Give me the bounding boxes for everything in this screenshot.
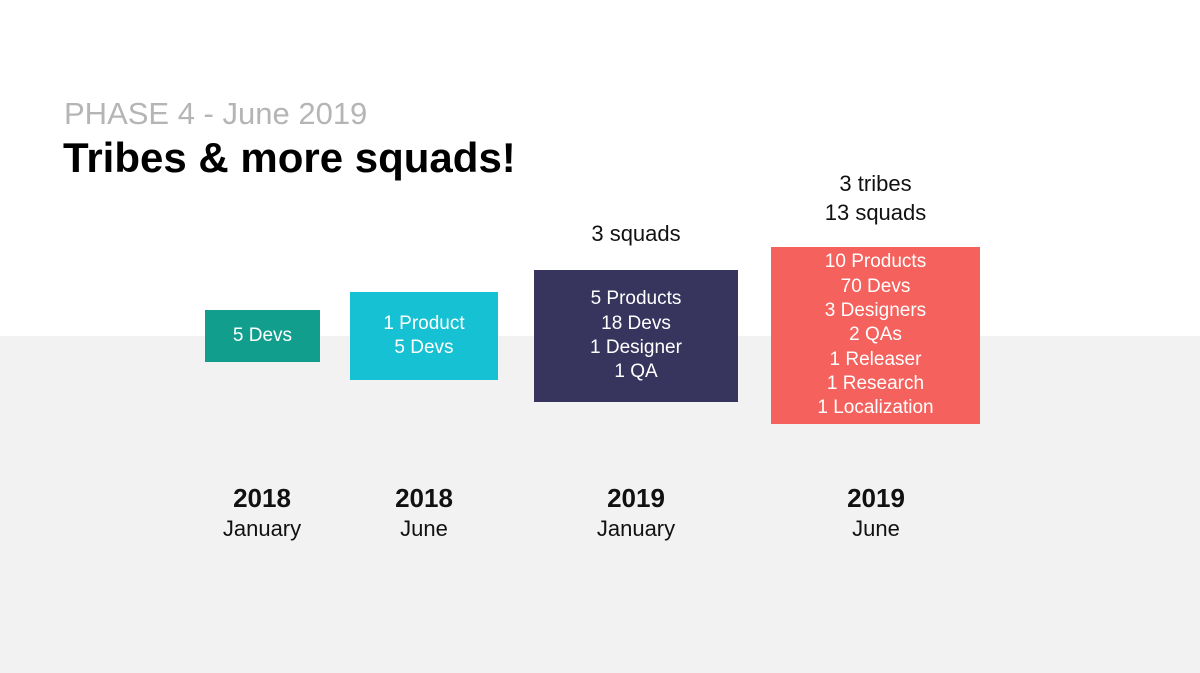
stage-4-line: 2 QAs bbox=[849, 324, 902, 346]
date-year: 2019 bbox=[607, 483, 665, 513]
phase-subtitle: PHASE 4 - June 2019 bbox=[64, 96, 368, 131]
stage-3-caption: 3 squads bbox=[534, 220, 738, 249]
stage-2-line: 5 Devs bbox=[394, 337, 454, 358]
stage-3-line: 1 QA bbox=[614, 361, 658, 383]
stage-4-line: 1 Localization bbox=[817, 397, 934, 419]
stage-4-line: 1 Research bbox=[826, 372, 925, 394]
stage-2-date: 2018 June bbox=[324, 483, 524, 544]
date-month: January bbox=[596, 516, 676, 541]
stage-4-caption-line: 13 squads bbox=[824, 199, 927, 225]
stage-4-box: 10 Products 70 Devs 3 Designers 2 QAs 1 … bbox=[771, 247, 980, 424]
stage-3-date: 2019 January bbox=[536, 483, 736, 544]
stage-3-line: 18 Devs bbox=[601, 312, 671, 334]
stage-1-line: 5 Devs bbox=[232, 324, 293, 346]
date-month: January bbox=[222, 516, 302, 541]
stage-3-line: 1 Designer bbox=[590, 337, 682, 358]
stage-4-line: 10 Products bbox=[824, 251, 927, 273]
date-year: 2018 bbox=[395, 483, 453, 513]
date-year: 2018 bbox=[233, 483, 291, 513]
stage-4-line: 1 Releaser bbox=[829, 348, 922, 370]
date-year: 2019 bbox=[847, 483, 905, 513]
stage-3-line: 5 Products bbox=[590, 288, 682, 310]
stage-4-line: 3 Designers bbox=[824, 300, 927, 322]
slide-title: Tribes & more squads! bbox=[63, 134, 516, 181]
stage-1-box: 5 Devs bbox=[205, 310, 320, 362]
stage-4-caption: 3 tribes 13 squads bbox=[771, 170, 980, 227]
stage-2-box: 1 Product 5 Devs bbox=[350, 292, 498, 380]
stage-3-caption-line: 3 squads bbox=[591, 221, 681, 246]
stage-4-line: 70 Devs bbox=[840, 275, 911, 297]
stage-2-line: 1 Product bbox=[383, 312, 465, 334]
stage-3-box: 5 Products 18 Devs 1 Designer 1 QA bbox=[534, 270, 738, 402]
date-month: June bbox=[852, 516, 900, 541]
stage-1-date: 2018 January bbox=[162, 483, 362, 544]
date-month: June bbox=[400, 516, 448, 541]
stage-4-caption-line: 3 tribes bbox=[839, 171, 912, 196]
stage-4-date: 2019 June bbox=[776, 483, 976, 544]
